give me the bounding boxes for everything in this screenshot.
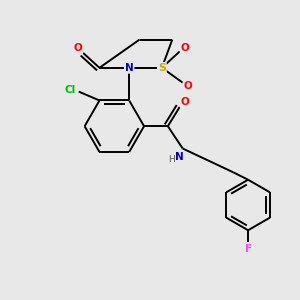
Text: O: O — [181, 44, 189, 53]
Text: F: F — [244, 244, 252, 254]
Text: Cl: Cl — [64, 85, 75, 95]
Text: O: O — [74, 44, 82, 53]
Text: S: S — [158, 63, 166, 73]
Text: H: H — [168, 155, 175, 164]
Text: O: O — [181, 98, 189, 107]
Text: N: N — [175, 152, 184, 162]
Text: O: O — [184, 81, 192, 91]
Text: N: N — [125, 63, 134, 73]
